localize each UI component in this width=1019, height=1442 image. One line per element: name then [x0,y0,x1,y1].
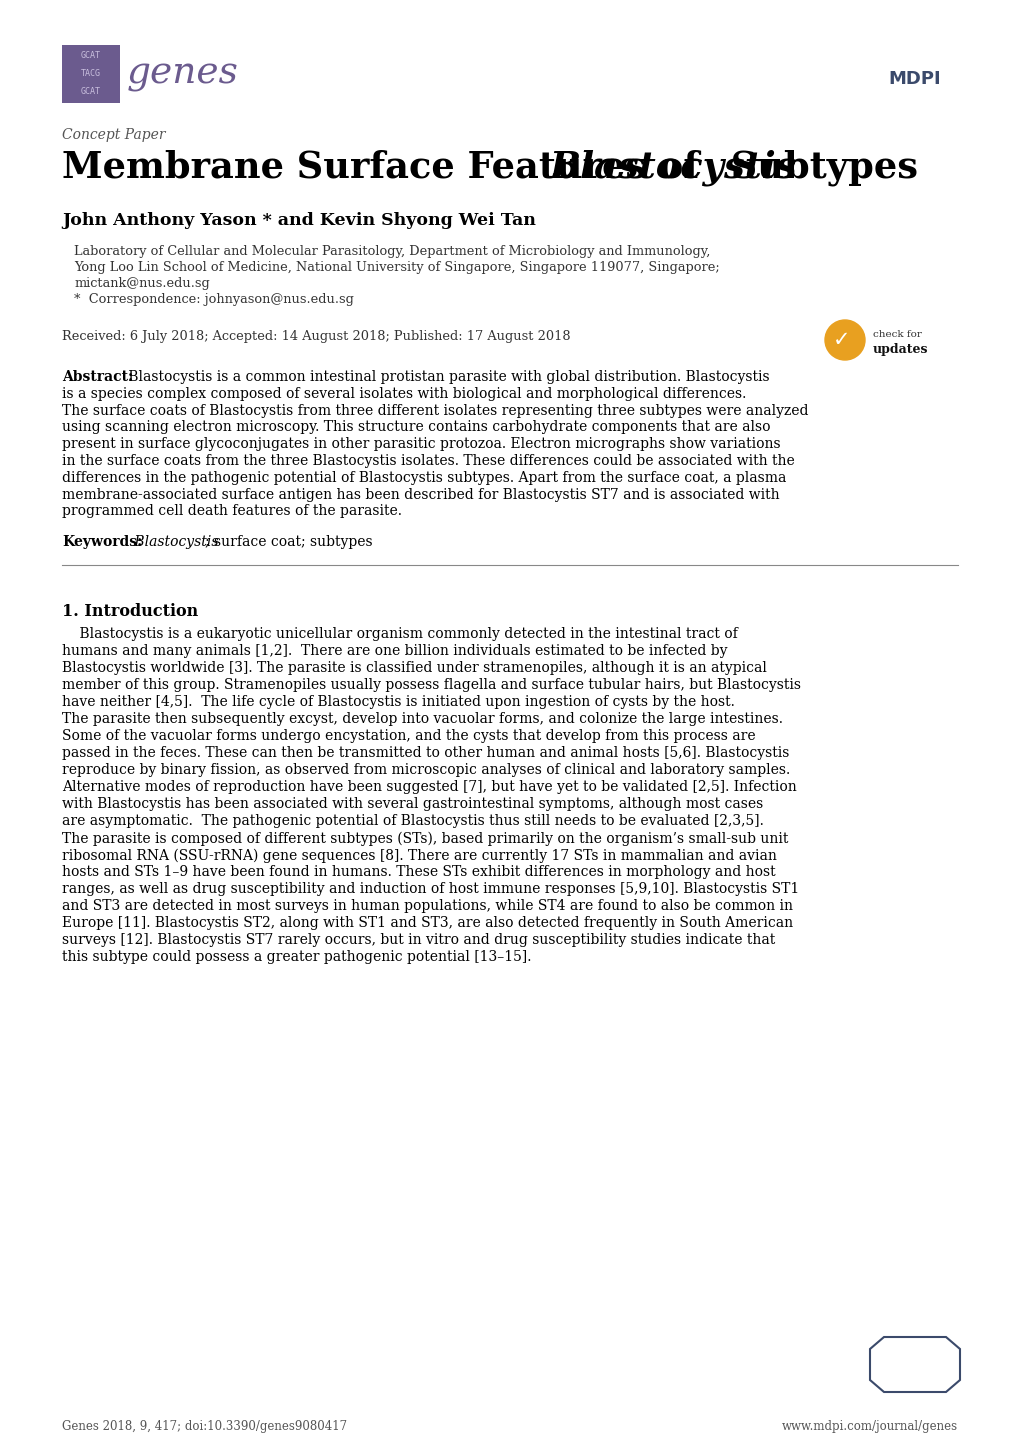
Text: in the surface coats from the three Blastocystis isolates. These differences cou: in the surface coats from the three Blas… [62,454,794,469]
Text: The parasite then subsequently excyst, develop into vacuolar forms, and colonize: The parasite then subsequently excyst, d… [62,712,783,727]
Text: is a species complex composed of several isolates with biological and morphologi: is a species complex composed of several… [62,386,746,401]
Text: Blastocystis: Blastocystis [549,150,797,186]
Text: *  Correspondence: johnyason@nus.edu.sg: * Correspondence: johnyason@nus.edu.sg [74,293,354,306]
Text: member of this group. Stramenopiles usually possess flagella and surface tubular: member of this group. Stramenopiles usua… [62,678,800,692]
Text: TACG: TACG [81,69,101,78]
Text: GCAT: GCAT [81,52,101,61]
Text: Blastocystis is a eukaryotic unicellular organism commonly detected in the intes: Blastocystis is a eukaryotic unicellular… [62,627,737,642]
Text: reproduce by binary fission, as observed from microscopic analyses of clinical a: reproduce by binary fission, as observed… [62,763,790,777]
Text: ranges, as well as drug susceptibility and induction of host immune responses [5: ranges, as well as drug susceptibility a… [62,883,799,895]
Text: Some of the vacuolar forms undergo encystation, and the cysts that develop from : Some of the vacuolar forms undergo encys… [62,730,755,743]
Text: The parasite is composed of different subtypes (STs), based primarily on the org: The parasite is composed of different su… [62,831,788,845]
Text: are asymptomatic.  The pathogenic potential of Blastocystis thus still needs to : are asymptomatic. The pathogenic potenti… [62,815,763,828]
Text: The surface coats of Blastocystis from three different isolates representing thr: The surface coats of Blastocystis from t… [62,404,808,418]
Text: GCAT: GCAT [81,88,101,97]
Circle shape [824,320,864,360]
Bar [62,45,120,102]
Text: and ST3 are detected in most surveys in human populations, while ST4 are found t: and ST3 are detected in most surveys in … [62,900,792,913]
Text: 1. Introduction: 1. Introduction [62,603,198,620]
Text: Blastocystis is a common intestinal protistan parasite with global distribution.: Blastocystis is a common intestinal prot… [124,371,769,384]
Text: Blastocystis worldwide [3]. The parasite is classified under stramenopiles, alth: Blastocystis worldwide [3]. The parasite… [62,662,766,675]
Text: www.mdpi.com/journal/genes: www.mdpi.com/journal/genes [782,1420,957,1433]
Text: updates: updates [872,343,927,356]
Text: John Anthony Yason * and Kevin Shyong Wei Tan: John Anthony Yason * and Kevin Shyong We… [62,212,535,229]
Text: genes: genes [127,56,238,92]
Text: humans and many animals [1,2].  There are one billion individuals estimated to b: humans and many animals [1,2]. There are… [62,645,727,658]
Text: ; surface coat; subtypes: ; surface coat; subtypes [205,535,372,549]
Text: using scanning electron microscopy. This structure contains carbohydrate compone: using scanning electron microscopy. This… [62,421,769,434]
Text: Membrane Surface Features of: Membrane Surface Features of [62,150,711,186]
Text: Blastocystis: Blastocystis [129,535,218,549]
Text: with Blastocystis has been associated with several gastrointestinal symptoms, al: with Blastocystis has been associated wi… [62,797,762,812]
Text: check for: check for [872,330,921,339]
Text: Subtypes: Subtypes [717,150,917,186]
Text: membrane-associated surface antigen has been described for Blastocystis ST7 and : membrane-associated surface antigen has … [62,487,779,502]
Text: Received: 6 July 2018; Accepted: 14 August 2018; Published: 17 August 2018: Received: 6 July 2018; Accepted: 14 Augu… [62,330,570,343]
Text: Abstract:: Abstract: [62,371,133,384]
Text: Laboratory of Cellular and Molecular Parasitology, Department of Microbiology an: Laboratory of Cellular and Molecular Par… [74,245,709,258]
Text: Keywords:: Keywords: [62,535,142,549]
Text: mictank@nus.edu.sg: mictank@nus.edu.sg [74,277,210,290]
Text: hosts and STs 1–9 have been found in humans. These STs exhibit differences in mo: hosts and STs 1–9 have been found in hum… [62,865,774,880]
Text: Europe [11]. Blastocystis ST2, along with ST1 and ST3, are also detected frequen: Europe [11]. Blastocystis ST2, along wit… [62,916,793,930]
Text: differences in the pathogenic potential of Blastocystis subtypes. Apart from the: differences in the pathogenic potential … [62,470,786,485]
Text: Genes 2018, 9, 417; doi:10.3390/genes9080417: Genes 2018, 9, 417; doi:10.3390/genes908… [62,1420,346,1433]
Text: Yong Loo Lin School of Medicine, National University of Singapore, Singapore 119: Yong Loo Lin School of Medicine, Nationa… [74,261,719,274]
Text: MDPI: MDPI [888,69,941,88]
Text: this subtype could possess a greater pathogenic potential [13–15].: this subtype could possess a greater pat… [62,950,531,965]
Text: passed in the feces. These can then be transmitted to other human and animal hos: passed in the feces. These can then be t… [62,746,789,760]
Text: present in surface glycoconjugates in other parasitic protozoa. Electron microgr: present in surface glycoconjugates in ot… [62,437,780,451]
Text: Alternative modes of reproduction have been suggested [7], but have yet to be va: Alternative modes of reproduction have b… [62,780,796,795]
Text: surveys [12]. Blastocystis ST7 rarely occurs, but in vitro and drug susceptibili: surveys [12]. Blastocystis ST7 rarely oc… [62,933,774,947]
Text: Concept Paper: Concept Paper [62,128,165,141]
Text: ribosomal RNA (SSU-rRNA) gene sequences [8]. There are currently 17 STs in mamma: ribosomal RNA (SSU-rRNA) gene sequences … [62,848,776,862]
Text: ✓: ✓ [833,330,850,350]
Text: have neither [4,5].  The life cycle of Blastocystis is initiated upon ingestion : have neither [4,5]. The life cycle of Bl… [62,695,734,709]
Text: programmed cell death features of the parasite.: programmed cell death features of the pa… [62,505,401,519]
